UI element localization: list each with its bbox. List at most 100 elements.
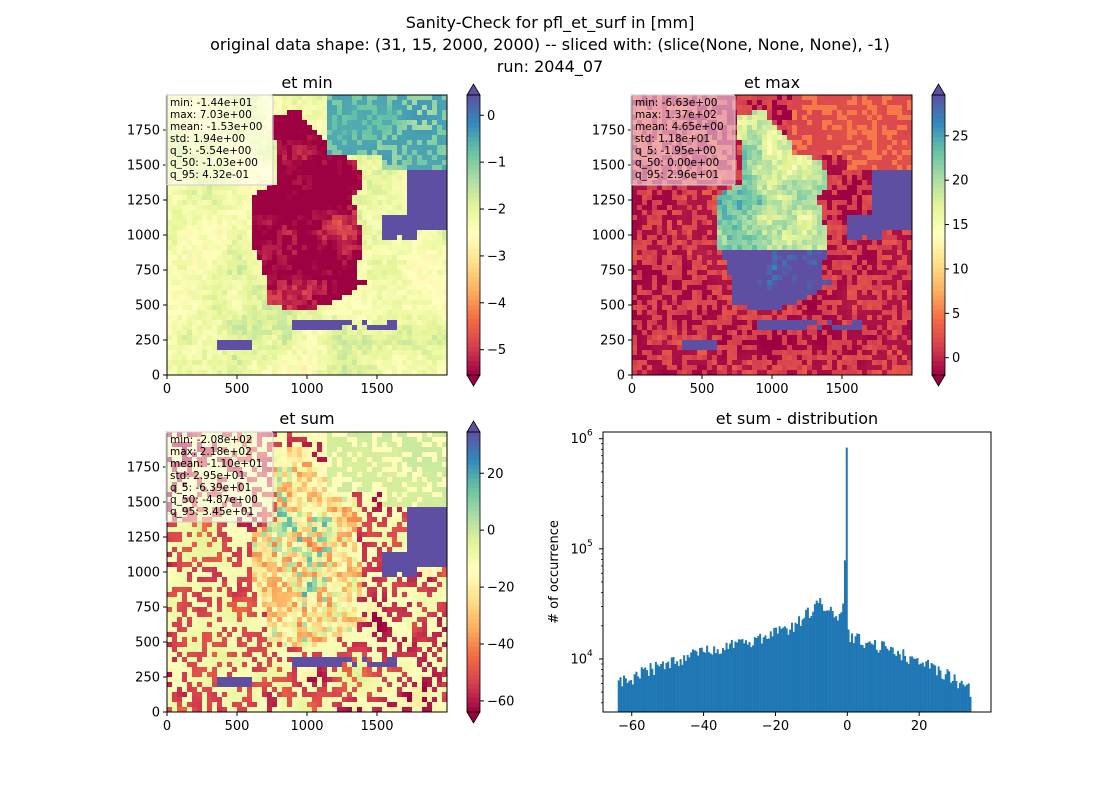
heatmap-cell	[442, 290, 447, 296]
heatmap-cell	[737, 145, 743, 151]
heatmap-cell	[192, 310, 198, 316]
heatmap-cell	[357, 315, 363, 321]
heatmap-cell	[882, 160, 888, 166]
heatmap-cell	[902, 145, 908, 151]
heatmap-cell	[217, 260, 223, 266]
heatmap-cell	[432, 125, 438, 131]
heatmap-cell	[187, 245, 193, 251]
heatmap-cell	[237, 265, 243, 271]
heatmap-cell	[652, 195, 658, 201]
heatmap-cell	[282, 115, 288, 121]
heatmap-cell	[677, 215, 683, 221]
heatmap-cell	[192, 215, 198, 221]
heatmap-cell	[422, 355, 428, 361]
heatmap-cell	[252, 210, 258, 216]
heatmap-cell	[847, 165, 853, 171]
heatmap-cell	[342, 275, 348, 281]
heatmap-cell	[242, 245, 248, 251]
heatmap-cell	[342, 295, 348, 301]
heatmap-cell	[307, 265, 313, 271]
heatmap-cell	[247, 280, 253, 286]
heatmap-cell	[902, 100, 908, 106]
heatmap-cell	[742, 95, 748, 101]
heatmap-cell	[347, 355, 353, 361]
heatmap-cell	[277, 305, 283, 311]
heatmap-cell	[177, 200, 183, 206]
heatmap-cell	[852, 200, 858, 206]
heatmap-cell	[242, 305, 248, 311]
heatmap-cell	[167, 240, 173, 246]
heatmap-cell	[402, 340, 408, 346]
heatmap-cell	[442, 130, 447, 136]
heatmap-cell	[872, 125, 878, 131]
heatmap-cell	[847, 240, 853, 246]
heatmap-cell	[217, 270, 223, 276]
heatmap-cell	[337, 240, 343, 246]
heatmap-cell	[432, 215, 438, 221]
heatmap-cell	[297, 365, 303, 371]
heatmap-cell	[827, 170, 833, 176]
heatmap-cell	[367, 315, 373, 321]
heatmap-cell	[672, 185, 678, 191]
heatmap-cell	[212, 260, 218, 266]
heatmap-cell	[422, 365, 428, 371]
heatmap-cell	[262, 335, 268, 341]
heatmap-cell	[352, 335, 358, 341]
heatmap-cell	[407, 110, 413, 116]
heatmap-cell	[277, 155, 283, 161]
heatmap-cell	[227, 255, 233, 261]
heatmap-cell	[177, 190, 183, 196]
heatmap-cell	[392, 205, 398, 211]
colorbar-tick-label: 0	[487, 109, 495, 124]
heatmap-cell	[652, 190, 658, 196]
heatmap-cell	[342, 325, 348, 331]
heatmap-cell	[207, 260, 213, 266]
heatmap-cell	[397, 155, 403, 161]
heatmap-cell	[182, 280, 188, 286]
heatmap-cell	[442, 250, 447, 256]
heatmap-cell	[632, 185, 638, 191]
heatmap-cell	[852, 145, 858, 151]
heatmap-cell	[412, 365, 418, 371]
heatmap-cell	[437, 330, 443, 336]
heatmap-cell	[192, 265, 198, 271]
heatmap-cell	[907, 190, 912, 196]
heatmap-cell	[352, 210, 358, 216]
heatmap-cell	[302, 235, 308, 241]
heatmap-cell	[237, 245, 243, 251]
heatmap-cell	[312, 285, 318, 291]
heatmap-cell	[402, 235, 408, 241]
heatmap-cell	[397, 125, 403, 131]
heatmap-cell	[167, 280, 173, 286]
heatmap-cell	[182, 325, 188, 331]
heatmap-cell	[407, 305, 413, 311]
heatmap-cell	[367, 215, 373, 221]
heatmap-cell	[387, 300, 393, 306]
heatmap-cell	[207, 355, 213, 361]
heatmap-cell	[427, 215, 433, 221]
heatmap-cell	[317, 345, 323, 351]
heatmap-cell	[422, 130, 428, 136]
heatmap-cell	[807, 235, 813, 241]
heatmap-cell	[277, 325, 283, 331]
heatmap-cell	[902, 180, 908, 186]
heatmap-cell	[437, 135, 443, 141]
heatmap-cell	[422, 105, 428, 111]
heatmap-cell	[807, 115, 813, 121]
heatmap-cell	[237, 190, 243, 196]
heatmap-cell	[697, 245, 703, 251]
heatmap-cell	[827, 215, 833, 221]
heatmap-cell	[282, 290, 288, 296]
heatmap-cell	[357, 280, 363, 286]
heatmap-cell	[367, 165, 373, 171]
heatmap-cell	[362, 115, 368, 121]
heatmap-cell	[427, 335, 433, 341]
heatmap-cell	[232, 225, 238, 231]
heatmap-cell	[897, 165, 903, 171]
heatmap-cell	[777, 240, 783, 246]
heatmap-cell	[402, 195, 408, 201]
heatmap-cell	[367, 160, 373, 166]
heatmap-cell	[387, 160, 393, 166]
heatmap-cell	[797, 235, 803, 241]
heatmap-cell	[362, 320, 368, 326]
